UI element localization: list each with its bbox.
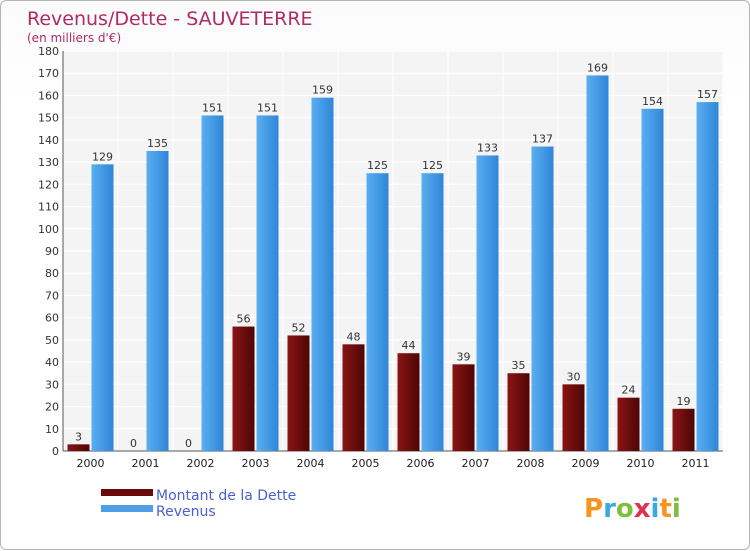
bars [67, 75, 719, 452]
y-tick-label: 0 [52, 445, 59, 458]
y-tick-label: 50 [45, 334, 59, 347]
data-labels: 3 129 0 135 0 151 56 151 52 159 48 125 44 125 39 133 35 1… [75, 61, 718, 450]
chart-subtitle: (en milliers d'€) [27, 31, 121, 45]
bar-dette [397, 353, 420, 451]
bar-revenus [476, 155, 499, 451]
data-label-revenus: 125 [422, 159, 443, 172]
bar-revenus [91, 164, 114, 452]
axes: 0102030405060708090100110120130140150160… [38, 45, 723, 470]
bar-revenus [421, 173, 444, 451]
y-tick-label: 10 [45, 423, 59, 436]
y-tick-label: 90 [45, 245, 59, 258]
y-tick-label: 150 [38, 112, 59, 125]
bar-revenus [696, 102, 719, 451]
y-tick-label: 130 [38, 156, 59, 169]
bar-dette [672, 408, 695, 451]
x-tick-label: 2004 [297, 457, 325, 470]
data-label-dette: 39 [457, 350, 471, 363]
data-label-revenus: 135 [147, 137, 168, 150]
data-label-revenus: 154 [642, 95, 663, 108]
logo-text: Proxiti [584, 494, 681, 524]
y-tick-label: 80 [45, 267, 59, 280]
data-label-dette: 48 [347, 330, 361, 343]
x-tick-label: 2001 [132, 457, 160, 470]
data-label-dette: 35 [512, 359, 526, 372]
data-label-revenus: 159 [312, 84, 333, 97]
data-label-dette: 56 [237, 313, 251, 326]
bar-dette [452, 364, 475, 451]
bar-revenus [366, 173, 389, 451]
y-tick-label: 60 [45, 312, 59, 325]
bar-revenus [256, 115, 279, 451]
data-label-dette: 30 [567, 370, 581, 383]
x-tick-label: 2003 [242, 457, 270, 470]
data-label-revenus: 157 [697, 88, 718, 101]
y-tick-label: 160 [38, 89, 59, 102]
y-tick-label: 70 [45, 289, 59, 302]
y-tick-label: 180 [38, 45, 59, 58]
y-tick-label: 100 [38, 223, 59, 236]
bar-dette [232, 326, 255, 451]
x-tick-label: 2007 [462, 457, 490, 470]
bar-dette [507, 373, 530, 451]
data-label-revenus: 129 [92, 150, 113, 163]
y-tick-label: 140 [38, 134, 59, 147]
y-tick-label: 120 [38, 178, 59, 191]
legend-label: Revenus [156, 504, 216, 520]
bar-dette [287, 335, 310, 451]
data-label-dette: 52 [292, 321, 306, 334]
y-tick-label: 30 [45, 378, 59, 391]
bar-revenus [201, 115, 224, 451]
data-label-revenus: 137 [532, 133, 553, 146]
bar-revenus [311, 97, 334, 452]
bar-revenus [586, 75, 609, 451]
chart-title: Revenus/Dette - SAUVETERRE [27, 8, 313, 30]
bar-dette [617, 397, 640, 451]
bar-revenus [146, 151, 169, 451]
data-label-revenus: 133 [477, 141, 498, 154]
data-label-dette: 44 [402, 339, 416, 352]
data-label-dette: 0 [185, 437, 192, 450]
x-tick-label: 2002 [187, 457, 215, 470]
bar-dette [562, 384, 585, 451]
data-label-dette: 3 [75, 430, 82, 443]
data-label-revenus: 169 [587, 61, 608, 74]
bar-revenus [641, 108, 664, 452]
data-label-revenus: 151 [257, 101, 278, 114]
bar-revenus [531, 146, 554, 452]
legend-swatch [101, 505, 153, 512]
data-label-revenus: 125 [367, 159, 388, 172]
x-tick-label: 2010 [627, 457, 655, 470]
data-label-revenus: 151 [202, 101, 223, 114]
data-label-dette: 0 [130, 437, 137, 450]
y-tick-label: 110 [38, 201, 59, 214]
y-tick-label: 20 [45, 401, 59, 414]
x-tick-label: 2011 [682, 457, 710, 470]
legend-swatch [101, 489, 153, 496]
y-tick-label: 170 [38, 67, 59, 80]
data-label-dette: 19 [677, 395, 691, 408]
x-tick-label: 2009 [572, 457, 600, 470]
data-label-dette: 24 [622, 384, 636, 397]
y-tick-label: 40 [45, 356, 59, 369]
bar-dette [342, 344, 365, 451]
proxiti-logo: Proxiti [584, 494, 681, 524]
x-tick-label: 2000 [77, 457, 105, 470]
x-tick-label: 2005 [352, 457, 380, 470]
legend-label: Montant de la Dette [156, 488, 296, 504]
x-tick-label: 2006 [407, 457, 435, 470]
x-tick-label: 2008 [517, 457, 545, 470]
bar-dette [67, 444, 90, 451]
